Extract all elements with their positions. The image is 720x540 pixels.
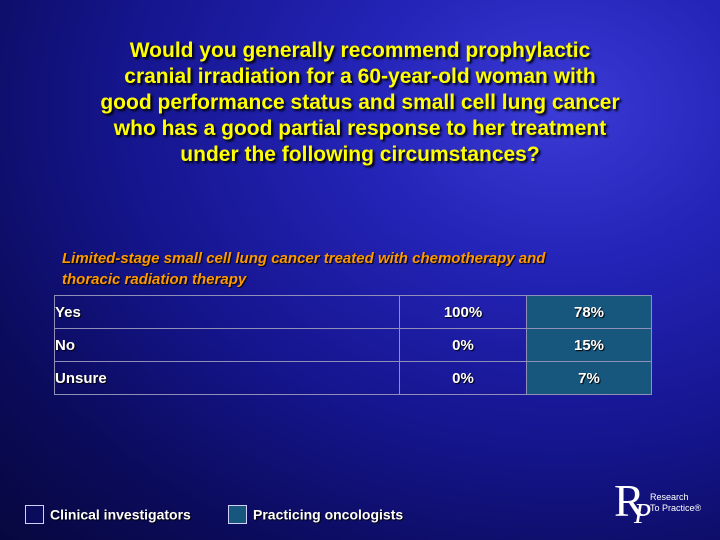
results-table: Yes 100% 78% No 0% 15% Unsure 0% 7% [54,295,652,395]
table-row-yes: Yes 100% 78% [54,295,652,329]
logo-text-research: Research [650,492,689,502]
investigators-value: 0% [399,361,527,395]
logo-text-to-practice: To Practice® [650,503,702,513]
subtitle-line: thoracic radiation therapy [62,271,247,288]
legend-oncologists: Practicing oncologists [228,503,404,524]
title-line: who has a good partial response to her t… [113,117,607,140]
oncologists-value: 78% [526,295,652,329]
logo-letter-p: P [634,499,652,530]
row-label: No [54,328,400,362]
row-label: Yes [54,295,400,329]
subtitle-line: Limited-stage small cell lung cancer tre… [62,250,546,267]
oncologists-value: 7% [526,361,652,395]
table-row-unsure: Unsure 0% 7% [54,361,652,395]
investigators-value: 100% [399,295,527,329]
legend-label: Practicing oncologists [253,506,404,523]
research-to-practice-logo: R P Research To Practice® [614,475,714,532]
title-line: good performance status and small cell l… [100,91,620,114]
scenario-subtitle: Limited-stage small cell lung cancer tre… [62,248,682,290]
oncologists-value: 15% [526,328,652,362]
question-title: Would you generally recommend prophylact… [40,38,680,168]
legend-label: Clinical investigators [50,506,191,523]
title-line: under the following circumstances? [180,143,540,166]
legend-swatch-investigators [25,504,44,524]
logo-letter-r: R [614,475,645,526]
title-line: cranial irradiation for a 60-year-old wo… [124,65,596,88]
table-row-no: No 0% 15% [54,328,652,362]
title-line: Would you generally recommend prophylact… [129,39,591,62]
row-label: Unsure [54,361,400,395]
legend-swatch-oncologists [228,504,247,524]
legend-investigators: Clinical investigators [25,503,191,524]
investigators-value: 0% [399,328,527,362]
